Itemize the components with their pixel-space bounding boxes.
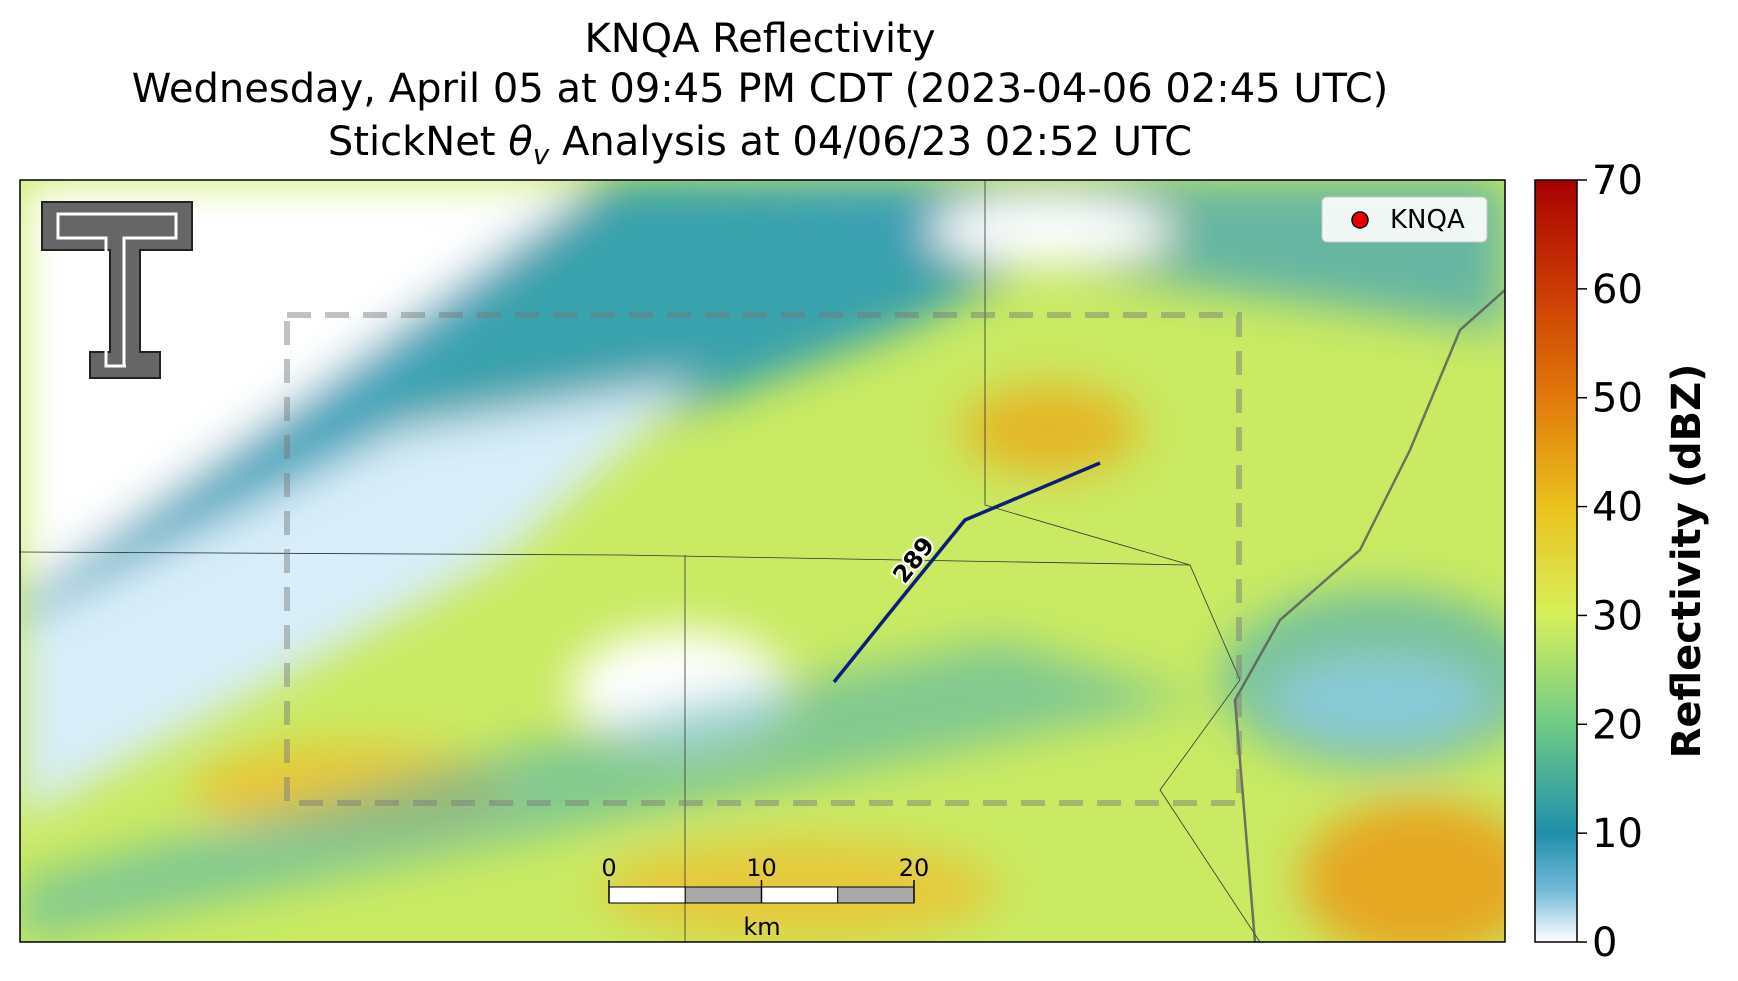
map-frame — [19, 179, 1506, 943]
logo — [41, 201, 193, 379]
colorbar-tick-label: 20 — [1592, 702, 1643, 748]
colorbar-tick-label: 50 — [1592, 376, 1643, 422]
colorbar-tick-label: 10 — [1592, 811, 1643, 857]
scale-bar: 0 10 20 — [601, 854, 930, 904]
scale-unit: km — [743, 913, 780, 941]
scale-segment — [608, 886, 686, 904]
title-line: StickNet θv Analysis at 04/06/23 02:52 U… — [328, 119, 1192, 171]
colorbar-tick-label: 60 — [1592, 267, 1643, 313]
colorbar-ticks: 0 10 20 30 40 50 60 70 — [1577, 158, 1643, 966]
colorbar — [1534, 179, 1578, 943]
legend-label: KNQA — [1390, 205, 1465, 235]
title-line: Wednesday, April 05 at 09:45 PM CDT (202… — [132, 66, 1389, 112]
radar-field: 289 — [20, 180, 1505, 942]
scale-segment — [837, 886, 915, 904]
scale-tick-label: 10 — [746, 854, 777, 882]
title-subscript: v — [533, 138, 550, 171]
scale-segment — [761, 886, 839, 904]
scale-segment — [684, 886, 762, 904]
title-line: KNQA Reflectivity — [584, 16, 935, 62]
legend-marker — [1351, 211, 1369, 229]
colorbar-label: Reflectivity (dBZ) — [1664, 364, 1710, 759]
colorbar-tick-label: 70 — [1592, 158, 1643, 204]
scale-tick-label: 0 — [601, 854, 616, 882]
colorbar-tick-label: 40 — [1592, 485, 1643, 531]
title-symbol: θ — [508, 119, 532, 165]
legend: KNQA — [1321, 196, 1488, 243]
colorbar-tick-label: 30 — [1592, 593, 1643, 639]
title-text: StickNet — [328, 119, 508, 165]
colorbar-tick-label: 0 — [1592, 920, 1617, 966]
title-text: Analysis at 04/06/23 02:52 UTC — [549, 119, 1192, 165]
scale-tick-label: 20 — [899, 854, 930, 882]
